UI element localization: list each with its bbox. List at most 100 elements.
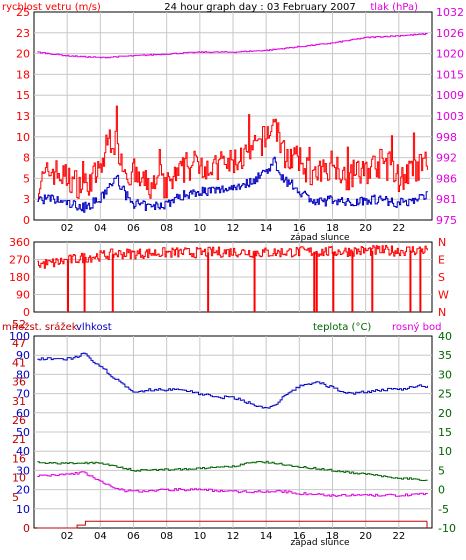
tick-label-wind: 18: [16, 68, 30, 81]
tick-label-precip: 10: [12, 472, 26, 485]
tick-label-wind: 20: [16, 48, 30, 61]
compass-label: N: [438, 236, 446, 249]
wind-speed-axis-label: rychlost vetru (m/s): [2, 2, 101, 13]
panel-humidity-ticks: -10-505101520253035400510162126313641475…: [9, 318, 456, 542]
panel-wind-series: [37, 33, 428, 213]
tick-label-humidity: 50: [16, 426, 30, 439]
x-tick-label: 16: [293, 531, 306, 542]
x-tick-label: 14: [260, 531, 273, 542]
panel-wind-ticks: 0 975 3 981 5 986 8 992 10 998 13 1003 15 1009 18 1015 2…: [16, 6, 464, 234]
tick-label-direction: 90: [16, 289, 30, 302]
pressure-axis-label: tlak (hPa): [370, 2, 418, 13]
precip-axis-label: množst. srážek: [2, 321, 78, 333]
tick-label-temperature: 10: [438, 445, 452, 458]
tick-label-wind: 8: [23, 152, 30, 165]
temperature-axis-label: teplota (°C): [313, 322, 371, 333]
tick-label-precip: 36: [12, 376, 26, 389]
tick-label-humidity: 70: [16, 388, 30, 401]
tick-label-precip: 0: [23, 522, 30, 535]
tick-label-temperature: 20: [438, 407, 452, 420]
tick-label-direction: 270: [9, 254, 30, 267]
tick-label-direction: 180: [9, 271, 30, 284]
tick-label-precip: 47: [12, 337, 26, 350]
series-dewpoint: [37, 471, 428, 497]
tick-label-humidity: 80: [16, 368, 30, 381]
x-tick-label: 22: [392, 223, 405, 234]
x-tick-label: 06: [127, 531, 140, 542]
tick-label-direction: 0: [23, 306, 30, 319]
tick-label-pressure: 992: [436, 152, 457, 165]
x-tick-label: 12: [227, 531, 240, 542]
tick-label-wind: 13: [16, 110, 30, 123]
tick-label-pressure: 1032: [436, 6, 464, 19]
compass-label: N: [438, 306, 446, 319]
tick-label-pressure: 1003: [436, 110, 464, 123]
tick-label-temperature: 40: [438, 330, 452, 343]
x-tick-label: 20: [359, 223, 372, 234]
tick-label-pressure: 1009: [436, 89, 464, 102]
panel-humidity-grid: [34, 336, 432, 528]
tick-label-pressure: 1026: [436, 27, 464, 40]
tick-label-temperature: 25: [438, 388, 452, 401]
sunset-label-bottom: západ slunce: [290, 538, 350, 548]
tick-label-wind: 3: [23, 193, 30, 206]
chart-title: 24 hour graph day : 03 February 2007: [164, 2, 355, 13]
tick-label-pressure: 981: [436, 193, 457, 206]
sunset-label-top: západ slunce: [290, 233, 350, 243]
tick-label-pressure: 975: [436, 214, 457, 227]
tick-label-humidity: 60: [16, 407, 30, 420]
tick-label-precip: 26: [12, 414, 26, 427]
tick-label-temperature: -5: [438, 503, 449, 516]
x-tick-label: 06: [127, 223, 140, 234]
x-tick-label: 16: [293, 223, 306, 234]
tick-label-wind: 5: [23, 172, 30, 185]
x-tick-label: 18: [326, 531, 339, 542]
compass-label: E: [438, 254, 445, 267]
series-temperature: [37, 460, 428, 481]
x-tick-label: 08: [160, 223, 173, 234]
tick-label-precip: 31: [12, 395, 26, 408]
x-tick-label: 10: [193, 223, 206, 234]
series-wind-direction: [37, 245, 428, 269]
tick-label-temperature: -10: [438, 522, 456, 535]
tick-label-pressure: 1015: [436, 68, 464, 81]
tick-label-pressure: 1020: [436, 48, 464, 61]
tick-label-wind: 10: [16, 131, 30, 144]
series-precip: [37, 520, 427, 529]
tick-label-temperature: 0: [438, 484, 445, 497]
compass-label: W: [438, 289, 449, 302]
tick-label-humidity: 90: [16, 349, 30, 362]
tick-label-humidity: 10: [16, 503, 30, 516]
x-tick-label: 02: [61, 223, 74, 234]
tick-label-pressure: 986: [436, 172, 457, 185]
series-wind-gust: [37, 105, 428, 202]
tick-label-humidity: 20: [16, 484, 30, 497]
tick-label-humidity: 40: [16, 445, 30, 458]
tick-label-precip: 16: [12, 452, 26, 465]
tick-label-humidity: 30: [16, 464, 30, 477]
panel-humidity-series: [37, 352, 428, 529]
tick-label-precip: 21: [12, 433, 26, 446]
tick-label-precip: 41: [12, 356, 26, 369]
tick-label-precip: 5: [12, 491, 19, 504]
x-tick-label: 10: [193, 531, 206, 542]
panel-direction-series: [37, 245, 428, 312]
tick-label-wind: 23: [16, 27, 30, 40]
panel-direction-ticks: 0 N 90 W 180 S 270 E 360 N: [9, 236, 449, 319]
x-tick-label: 04: [94, 223, 107, 234]
x-tick-label: 02: [61, 531, 74, 542]
series-humidity: [37, 352, 428, 409]
compass-label: S: [438, 271, 445, 284]
tick-label-temperature: 30: [438, 368, 452, 381]
x-tick-label: 20: [359, 531, 372, 542]
x-tick-label: 12: [227, 223, 240, 234]
x-tick-label: 22: [392, 531, 405, 542]
tick-label-temperature: 5: [438, 464, 445, 477]
humidity-axis-label: vlhkost: [76, 322, 112, 333]
tick-label-precip: 52: [12, 318, 26, 331]
series-pressure: [37, 33, 428, 59]
x-tick-label: 08: [160, 531, 173, 542]
tick-label-wind: 25: [16, 6, 30, 19]
